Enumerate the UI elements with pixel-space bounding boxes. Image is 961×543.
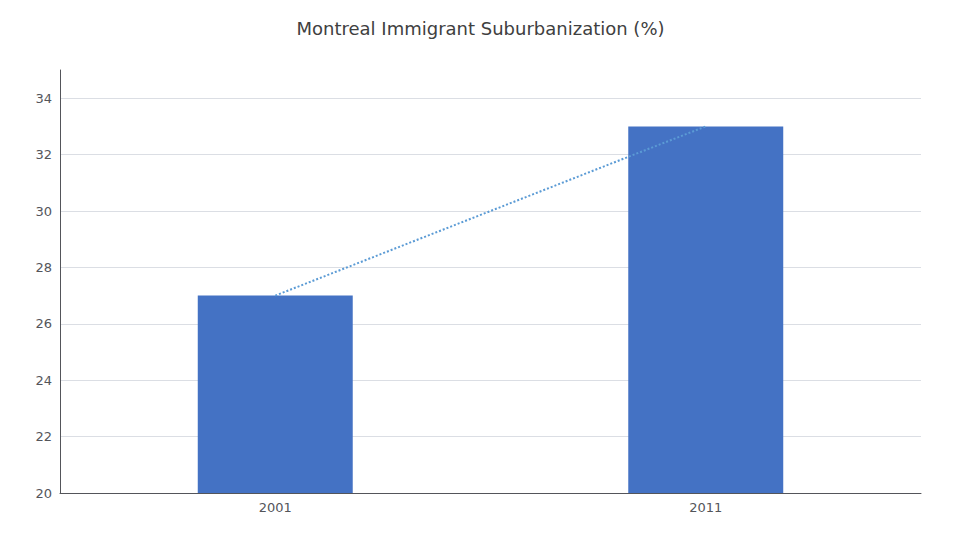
svg-text:2001: 2001 [259, 500, 292, 515]
svg-text:2011: 2011 [689, 500, 722, 515]
svg-text:Montreal Immigrant Suburbaniza: Montreal Immigrant Suburbanization (%) [296, 18, 664, 39]
svg-text:20: 20 [35, 486, 52, 501]
svg-text:24: 24 [35, 373, 52, 388]
svg-text:34: 34 [35, 91, 52, 106]
svg-text:22: 22 [35, 429, 52, 444]
svg-text:28: 28 [35, 260, 52, 275]
svg-text:26: 26 [35, 316, 52, 331]
svg-text:32: 32 [35, 147, 52, 162]
svg-text:30: 30 [35, 204, 52, 219]
